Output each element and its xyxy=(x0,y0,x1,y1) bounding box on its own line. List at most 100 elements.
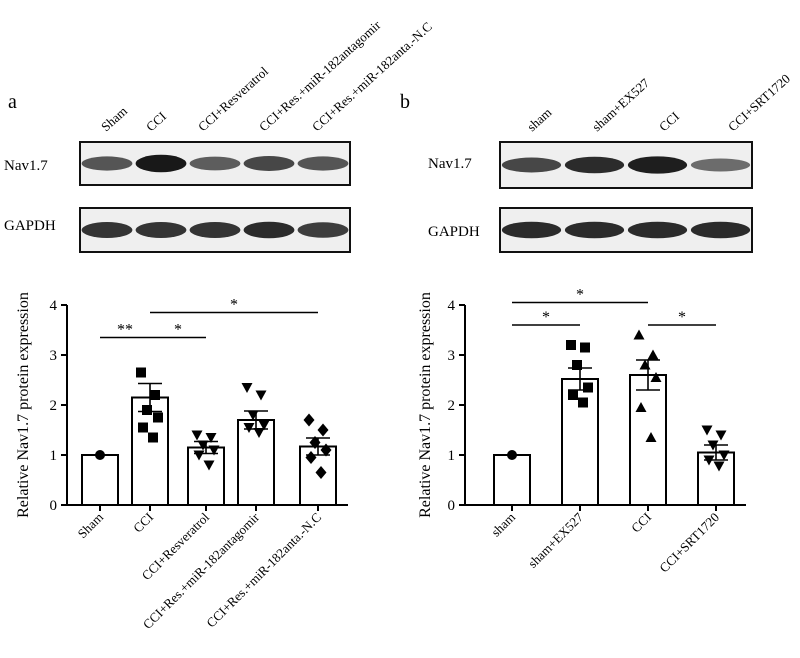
blot-band xyxy=(501,157,562,173)
data-point xyxy=(153,412,163,423)
data-point xyxy=(255,390,267,401)
data-point xyxy=(258,420,270,431)
significance-label: * xyxy=(576,287,584,304)
y-tick-label: 3 xyxy=(448,348,456,364)
data-point xyxy=(650,372,662,382)
data-point xyxy=(150,390,160,400)
data-point xyxy=(138,422,148,433)
data-point xyxy=(566,340,576,350)
data-point xyxy=(647,349,659,360)
blot-row-label: GAPDH xyxy=(4,218,56,234)
y-tick-label: 3 xyxy=(50,348,58,364)
bar xyxy=(493,454,531,506)
data-point xyxy=(305,451,317,464)
bar xyxy=(187,446,225,506)
x-tick-label: Sham xyxy=(75,510,107,542)
y-axis-label: Relative Nav1.7 protein expression xyxy=(15,292,32,518)
data-point xyxy=(243,423,255,433)
data-point xyxy=(701,425,713,436)
data-point xyxy=(718,450,730,461)
x-tick-label: CCI+SRT1720 xyxy=(656,510,722,576)
data-point xyxy=(309,436,321,449)
data-point xyxy=(241,383,253,393)
blot-row-label: Nav1.7 xyxy=(4,158,48,174)
data-point xyxy=(303,413,315,427)
blot-band xyxy=(189,156,241,171)
blot-row-label: GAPDH xyxy=(428,224,480,240)
data-point xyxy=(197,440,209,451)
blot-lane-label: sham+EX527 xyxy=(589,75,653,134)
panel-letter-b: b xyxy=(400,91,410,113)
y-tick-label: 1 xyxy=(50,448,58,464)
y-axis-label: Relative Nav1.7 protein expression xyxy=(417,292,434,518)
blot-lane-label: Sham xyxy=(98,103,130,134)
blot-band xyxy=(243,221,295,239)
blot-band xyxy=(627,221,688,239)
data-point xyxy=(191,430,203,441)
blot-band xyxy=(189,222,241,238)
data-point xyxy=(208,445,220,456)
significance-label: * xyxy=(174,322,182,339)
blot-band xyxy=(297,222,349,238)
data-point xyxy=(317,423,329,437)
data-point xyxy=(320,443,332,457)
y-tick-label: 0 xyxy=(50,498,58,514)
y-tick-label: 4 xyxy=(448,298,456,314)
panel-letter-a: a xyxy=(8,91,17,113)
y-tick-label: 1 xyxy=(448,448,456,464)
data-point xyxy=(507,450,517,460)
y-tick-label: 0 xyxy=(448,498,456,514)
data-point xyxy=(715,430,727,441)
data-point xyxy=(315,466,327,479)
data-point xyxy=(95,450,105,460)
blot-band xyxy=(564,221,625,239)
x-tick-label: CCI xyxy=(130,510,156,536)
data-point xyxy=(572,360,582,370)
data-point xyxy=(247,410,259,421)
y-tick-label: 2 xyxy=(448,398,456,414)
y-tick-label: 2 xyxy=(50,398,58,414)
data-point xyxy=(707,440,719,451)
x-tick-label: sham+EX527 xyxy=(525,509,587,571)
blot-band xyxy=(135,154,187,173)
blot-band xyxy=(81,222,133,238)
data-point xyxy=(148,432,158,443)
blot-band xyxy=(243,156,295,171)
data-point xyxy=(713,461,725,472)
blot-row-label: Nav1.7 xyxy=(428,156,472,172)
bar xyxy=(81,454,119,506)
data-point xyxy=(639,359,651,370)
blot-band xyxy=(690,221,751,239)
blot-band xyxy=(690,158,751,172)
blot-lane-label: CCI xyxy=(143,109,169,135)
panel-b: sham sham+EX527 CCI CCI+SRT1720Nav1.7GAPDH0… xyxy=(417,71,793,575)
significance-label: * xyxy=(230,297,238,314)
panel-a: Sham CCI CCI+ResveratrolCCI+Res.+miR-182an… xyxy=(4,17,435,632)
blot-band xyxy=(627,156,688,174)
data-point xyxy=(645,432,657,442)
data-point xyxy=(253,428,265,438)
bar xyxy=(237,419,275,506)
y-tick-label: 4 xyxy=(50,298,58,314)
data-point xyxy=(136,367,146,378)
significance-label: * xyxy=(542,309,550,326)
x-tick-label: CCI xyxy=(628,510,654,536)
x-tick-label: sham xyxy=(488,510,518,540)
data-point xyxy=(703,455,715,466)
blot-band xyxy=(81,156,133,171)
blot-lane-label: CCI xyxy=(656,109,682,135)
blot-lane-label: sham xyxy=(524,105,554,135)
data-point xyxy=(583,382,593,393)
data-point xyxy=(568,390,578,400)
data-point xyxy=(203,460,215,471)
blot-band xyxy=(297,156,349,171)
data-point xyxy=(205,433,217,443)
data-point xyxy=(578,397,588,408)
data-point xyxy=(193,450,205,461)
significance-label: * xyxy=(678,309,686,326)
data-point xyxy=(580,342,590,353)
data-point xyxy=(635,402,647,412)
x-tick-label: CCI+Res.+miR-182anta.-N.C xyxy=(203,510,324,631)
data-point xyxy=(142,405,152,415)
